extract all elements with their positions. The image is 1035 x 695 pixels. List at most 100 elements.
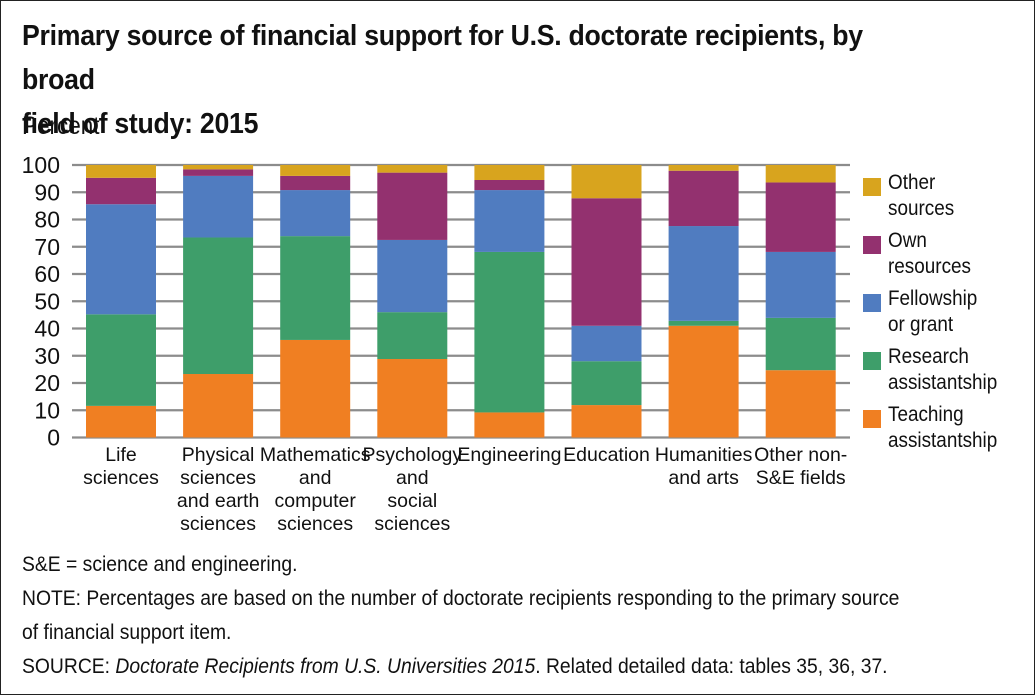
x-tick-label: Life (105, 444, 136, 466)
bar-stack (474, 165, 545, 438)
legend-label: Teaching assistantship (888, 403, 998, 452)
legend-swatch (863, 236, 881, 254)
bar-segment (183, 175, 254, 238)
bar-segment (668, 165, 739, 171)
x-tick-label: computer (275, 490, 357, 512)
x-tick-label: Other non- (754, 444, 847, 466)
legend-label: Own resources (888, 229, 971, 278)
bar-segment (183, 374, 254, 438)
x-tick-label: sciences (374, 513, 450, 535)
bar-segment (280, 339, 351, 438)
y-axis-label: Percent (22, 112, 100, 140)
y-tick-label: 20 (34, 370, 60, 396)
bar-segment (668, 226, 739, 321)
bar-stack (668, 165, 739, 438)
legend-swatch (863, 352, 881, 370)
legend-swatch (863, 410, 881, 428)
legend-item-teaching-assistantship: Teaching assistantship (860, 403, 1035, 462)
x-tick-label: sciences (83, 467, 159, 489)
legend-label: Fellowship or grant (888, 287, 978, 336)
chart-title-line-1: Primary source of financial support for … (22, 20, 863, 96)
y-tick-label: 100 (22, 152, 60, 178)
bar-segment (765, 251, 836, 318)
x-tick-label: S&E fields (756, 467, 846, 489)
x-tick-label: Mathematics (260, 444, 371, 466)
bar-segment (765, 317, 836, 371)
source-suffix: . Related detailed data: tables 35, 36, … (535, 655, 888, 678)
y-tick-label: 10 (34, 397, 60, 423)
bar-segment (571, 325, 642, 362)
bar-segment (86, 405, 156, 438)
bar-segment (280, 175, 351, 191)
y-tick-label: 0 (47, 425, 60, 451)
legend-item-own-resources: Own resources (860, 229, 1035, 288)
source-title: Doctorate Recipients from U.S. Universit… (115, 655, 536, 678)
bar-segment (183, 169, 254, 176)
source-prefix: SOURCE: (22, 655, 116, 678)
bar-stack (765, 165, 836, 438)
bar-segment (86, 177, 156, 205)
bar-segment (571, 165, 642, 199)
x-tick-label: Engineering (457, 444, 561, 466)
x-tick-label: social (387, 490, 437, 512)
x-tick-label: sciences (180, 467, 256, 489)
legend-label: Research assistantship (888, 345, 998, 394)
bar-segment (86, 314, 156, 406)
x-tick-label: sciences (180, 513, 256, 535)
legend-item-research-assistantship: Research assistantship (860, 345, 1035, 404)
legend-swatch (863, 294, 881, 312)
bar-segment (183, 165, 254, 170)
bar-segment (765, 182, 836, 252)
legend-label: Other sources (888, 171, 955, 220)
bar-segment (377, 359, 448, 438)
x-tick-label: Humanities (655, 444, 753, 466)
bar-segment (377, 172, 448, 240)
bar-segment (280, 165, 351, 176)
bar-segment (571, 361, 642, 406)
bar-segment (474, 251, 545, 413)
y-tick-label: 70 (34, 234, 60, 260)
bar-segment (571, 198, 642, 326)
x-tick-label: Physical (182, 444, 255, 466)
bar-stack (183, 165, 254, 438)
chart-title: Primary source of financial support for … (22, 14, 942, 146)
bar-stack (86, 165, 156, 438)
bar-stack (377, 165, 448, 438)
x-tick-label: sciences (277, 513, 353, 535)
bar-segment (183, 237, 254, 375)
legend-item-fellowship-or-grant: Fellowship or grant (860, 287, 1035, 346)
bar-segment (668, 170, 739, 227)
y-tick-label: 40 (34, 316, 60, 342)
legend: Other sources Own resources Fellowship o… (860, 171, 1035, 462)
bar-segment (765, 370, 836, 438)
bar-segment (571, 405, 642, 438)
bar-segment (377, 165, 448, 173)
bar-segment (668, 320, 739, 326)
legend-swatch (863, 178, 881, 196)
note-line-1: NOTE: Percentages are based on the numbe… (22, 587, 900, 610)
x-tick-label: Psychology (362, 444, 462, 466)
abbreviation-note: S&E = science and engineering. (22, 553, 298, 576)
x-tick-label: and (396, 467, 429, 489)
x-tick-label: Education (563, 444, 650, 466)
y-tick-label: 80 (34, 207, 60, 233)
bar-segment (377, 239, 448, 313)
bars (86, 165, 836, 438)
bar-segment (474, 190, 545, 252)
bar-segment (474, 165, 545, 180)
bar-segment (280, 236, 351, 340)
x-tick-label: and (299, 467, 332, 489)
y-tick-label: 30 (34, 343, 60, 369)
y-tick-label: 50 (34, 288, 60, 314)
bar-segment (474, 412, 545, 438)
bar-segment (377, 312, 448, 360)
y-tick-label: 90 (34, 179, 60, 205)
y-tick-label: 60 (34, 261, 60, 287)
chart-title-line-2: field of study: 2015 (22, 108, 259, 140)
legend-item-other-sources: Other sources (860, 171, 1035, 230)
bar-segment (280, 190, 351, 237)
bar-stack (571, 165, 642, 438)
